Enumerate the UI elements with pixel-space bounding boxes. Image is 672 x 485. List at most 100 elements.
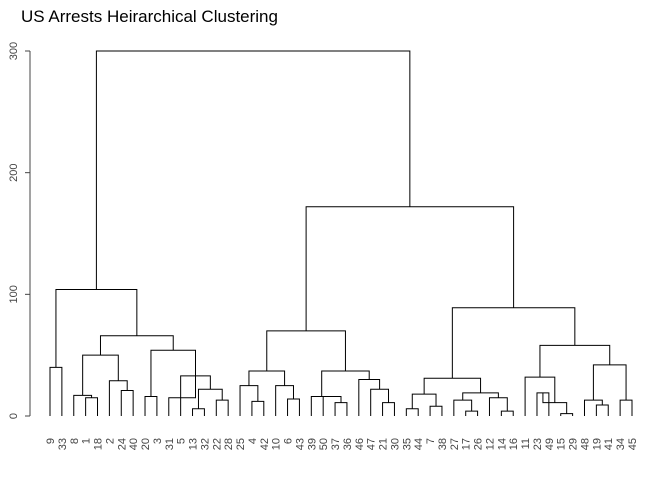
leaf-label-19: 19 bbox=[591, 438, 603, 450]
leaf-label-30: 30 bbox=[389, 438, 401, 450]
leaf-label-17: 17 bbox=[461, 438, 473, 450]
leaf-label-47: 47 bbox=[366, 438, 378, 450]
merge-c48_34 bbox=[592, 364, 627, 401]
leaf-label-18: 18 bbox=[93, 438, 105, 450]
merge-c39_50 bbox=[310, 396, 333, 416]
leaf-label-4: 4 bbox=[247, 438, 259, 444]
merge-c12_14 bbox=[488, 397, 508, 416]
merge-c48_19 bbox=[583, 399, 603, 416]
merge-c35_44 bbox=[405, 408, 419, 416]
leaf-label-41: 41 bbox=[603, 438, 615, 450]
leaf-label-3: 3 bbox=[152, 438, 164, 444]
leaf-label-38: 38 bbox=[437, 438, 449, 450]
leaf-label-39: 39 bbox=[306, 438, 318, 450]
merge-c3_5 bbox=[168, 375, 196, 416]
merge-c24_40 bbox=[120, 389, 134, 416]
merge-cB bbox=[266, 330, 346, 371]
merge-c37_36 bbox=[334, 402, 348, 416]
leaf-label-32: 32 bbox=[199, 438, 211, 450]
leaf-label-12: 12 bbox=[484, 438, 496, 450]
leaf-label-6: 6 bbox=[283, 438, 295, 444]
merge-c21_30 bbox=[382, 402, 395, 416]
leaf-label-8: 8 bbox=[69, 438, 81, 444]
leaf-label-34: 34 bbox=[615, 438, 627, 450]
merge-c13_22 bbox=[197, 388, 223, 409]
leaf-label-31: 31 bbox=[164, 438, 176, 450]
y-tick-label-100: 100 bbox=[8, 285, 20, 303]
merge-cC1 bbox=[423, 377, 482, 395]
merge-c7_38 bbox=[429, 405, 443, 416]
y-tick-label-0: 0 bbox=[8, 413, 20, 419]
merge-c22_28 bbox=[215, 399, 229, 416]
dendrogram-tree bbox=[49, 50, 633, 416]
merge-c10_6 bbox=[275, 385, 294, 416]
chart-title: US Arrests Heirarchical Clustering bbox=[21, 7, 278, 26]
leaf-label-44: 44 bbox=[413, 438, 425, 450]
leaf-label-20: 20 bbox=[140, 438, 152, 450]
leaf-label-48: 48 bbox=[579, 438, 591, 450]
merge-c8_1_18 bbox=[73, 394, 93, 416]
merge-cA2 bbox=[150, 349, 196, 397]
leaf-label-10: 10 bbox=[271, 438, 283, 450]
merge-c9_33 bbox=[49, 366, 63, 416]
merge-cB2 bbox=[321, 370, 370, 397]
merge-c14_16 bbox=[500, 410, 514, 416]
leaf-label-14: 14 bbox=[496, 438, 508, 450]
merge-c2_24_40 bbox=[108, 380, 128, 416]
leaf-label-46: 46 bbox=[354, 438, 366, 450]
leaf-label-26: 26 bbox=[473, 438, 485, 450]
leaf-label-2: 2 bbox=[104, 438, 116, 444]
merge-c13_32 bbox=[192, 408, 205, 416]
merge-cC bbox=[451, 307, 576, 379]
merge-root bbox=[95, 50, 411, 290]
y-tick-label-300: 300 bbox=[8, 42, 20, 60]
merge-c27_17 bbox=[453, 399, 473, 416]
merge-c34_45 bbox=[619, 399, 633, 416]
y-axis: 0 100 200 300 bbox=[8, 42, 31, 419]
merge-c25_4 bbox=[239, 385, 259, 416]
merge-c1_18 bbox=[85, 397, 99, 416]
leaf-label-45: 45 bbox=[627, 438, 639, 450]
merge-c15_29 bbox=[560, 413, 574, 416]
leaf-label-1: 1 bbox=[81, 438, 93, 444]
leaf-labels: 9 33 8 1 18 2 24 40 20 3 31 5 13 32 22 28 25 4 42 10 6 43 39 50… bbox=[45, 438, 639, 450]
merge-c11_23 bbox=[524, 376, 556, 416]
leaf-label-24: 24 bbox=[116, 438, 128, 450]
leaf-label-11: 11 bbox=[520, 438, 532, 449]
leaf-label-27: 27 bbox=[449, 438, 461, 450]
merge-cB1 bbox=[248, 370, 286, 386]
leaf-label-21: 21 bbox=[378, 438, 390, 450]
merge-c8_2 bbox=[82, 354, 119, 396]
leaf-label-50: 50 bbox=[318, 438, 330, 450]
leaf-label-40: 40 bbox=[128, 438, 140, 450]
merge-cA1 bbox=[99, 335, 174, 356]
leaf-label-28: 28 bbox=[223, 438, 235, 450]
merge-c19_41 bbox=[595, 404, 609, 416]
leaf-label-49: 49 bbox=[544, 438, 556, 450]
leaf-label-36: 36 bbox=[342, 438, 354, 450]
leaf-label-16: 16 bbox=[508, 438, 520, 450]
merge-c4_42 bbox=[251, 400, 265, 416]
leaf-label-33: 33 bbox=[57, 438, 69, 450]
merge-c20_3 bbox=[144, 396, 158, 416]
merge-c27_12 bbox=[462, 392, 499, 401]
y-tick-label-200: 200 bbox=[8, 163, 20, 181]
merge-cD bbox=[305, 206, 515, 331]
leaf-label-35: 35 bbox=[401, 438, 413, 450]
leaf-label-5: 5 bbox=[176, 438, 188, 444]
leaf-label-15: 15 bbox=[556, 438, 568, 450]
leaf-label-42: 42 bbox=[259, 438, 271, 450]
leaf-label-13: 13 bbox=[188, 438, 200, 450]
leaf-label-29: 29 bbox=[568, 438, 580, 450]
merge-c6_43 bbox=[287, 398, 300, 416]
merge-c50_37 bbox=[322, 396, 342, 416]
merge-c46_47 bbox=[358, 379, 381, 416]
merge-cC2 bbox=[539, 344, 611, 378]
leaf-label-37: 37 bbox=[330, 438, 342, 450]
leaf-label-23: 23 bbox=[532, 438, 544, 450]
merge-c17_26 bbox=[465, 410, 479, 416]
leaf-label-25: 25 bbox=[235, 438, 247, 450]
leaf-label-43: 43 bbox=[294, 438, 306, 450]
